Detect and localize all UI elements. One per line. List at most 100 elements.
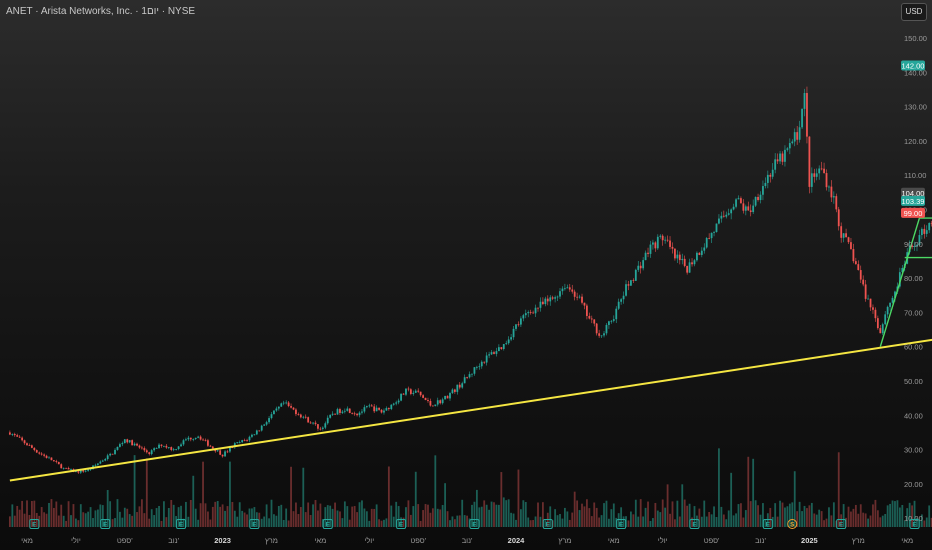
candle: [373, 406, 376, 412]
candle: [727, 213, 730, 215]
candle: [304, 416, 307, 418]
candle: [383, 410, 385, 413]
volume-bar: [517, 469, 520, 527]
x-tick-label: מאי: [21, 536, 33, 545]
candle: [292, 407, 295, 410]
volume-bar: [260, 518, 263, 527]
candle: [524, 313, 527, 316]
price-label-box: [901, 187, 925, 198]
candle: [199, 436, 202, 440]
volume-bar: [757, 505, 759, 527]
candle: [361, 411, 363, 413]
candle: [488, 354, 491, 356]
candle: [52, 460, 55, 462]
currency-button[interactable]: USD: [901, 3, 927, 21]
volume-bar: [84, 513, 87, 527]
volume-bar: [532, 520, 535, 527]
candle: [791, 141, 794, 144]
volume-bar: [270, 499, 273, 527]
volume-bar: [559, 513, 561, 527]
candle: [502, 344, 505, 349]
volume-bar: [737, 504, 740, 527]
volume-bar: [395, 501, 398, 527]
pattern-line-impulse: [879, 217, 921, 347]
candle: [45, 455, 48, 458]
earnings-marker: [396, 519, 407, 529]
candle: [16, 435, 19, 437]
candle: [155, 448, 158, 449]
candle: [329, 414, 332, 418]
candle: [343, 410, 346, 412]
volume-bar: [747, 456, 750, 527]
candle: [18, 436, 21, 438]
event-label: E: [179, 522, 184, 529]
volume-bar: [429, 512, 432, 527]
chart-title: ANET · Arista Networks, Inc. · 1יום · NY…: [6, 6, 196, 17]
candle: [251, 434, 253, 437]
volume-bar: [194, 508, 197, 527]
candle: [84, 470, 87, 472]
volume-bar: [97, 509, 99, 527]
candle: [170, 447, 173, 450]
volume-bar: [774, 503, 777, 527]
volume-bar: [167, 507, 170, 527]
candle: [774, 159, 777, 170]
volume-bar: [453, 519, 456, 527]
volume-bar: [385, 518, 388, 527]
candle: [546, 298, 549, 302]
volume-bar: [62, 515, 65, 527]
volume-bar: [419, 520, 422, 527]
candle: [471, 373, 473, 375]
candle: [121, 443, 124, 445]
candle: [911, 245, 913, 247]
candle: [649, 244, 652, 254]
candle: [75, 471, 77, 473]
candle: [400, 393, 402, 401]
volume-bar: [370, 508, 373, 527]
volume-bar: [26, 500, 28, 527]
candle: [644, 252, 647, 261]
event-label: E: [472, 522, 477, 529]
earnings-marker: [762, 519, 773, 529]
volume-bar: [886, 505, 889, 527]
candle: [776, 159, 779, 162]
candle: [119, 444, 121, 447]
volume-bar: [923, 520, 926, 527]
event-label: E: [399, 522, 404, 529]
candle: [573, 291, 576, 297]
candle: [297, 414, 300, 415]
candle: [141, 447, 143, 449]
volume-bar: [634, 499, 637, 527]
volume-bar: [219, 506, 222, 527]
volume-bar: [326, 505, 329, 527]
volume-bar: [806, 508, 808, 527]
candle: [674, 248, 676, 259]
candle: [346, 408, 349, 411]
volume-bar: [857, 513, 860, 527]
volume-bar: [842, 504, 845, 527]
volume-bar: [764, 519, 767, 527]
earnings-marker: [689, 519, 700, 529]
earnings-marker: [29, 519, 40, 529]
volume-bar: [365, 511, 368, 527]
volume-bar: [229, 461, 231, 527]
candle: [652, 242, 654, 245]
volume-bar: [715, 516, 718, 527]
volume-bar: [781, 502, 784, 527]
candle: [801, 108, 803, 128]
candle: [194, 437, 197, 439]
candle: [317, 424, 319, 429]
volume-bar: [187, 516, 190, 527]
volume-bar: [730, 472, 733, 527]
volume-bar: [603, 503, 605, 527]
volume-bar: [336, 510, 339, 527]
candle: [202, 439, 204, 441]
candle: [744, 206, 747, 211]
candle: [852, 249, 855, 262]
candle: [21, 437, 24, 441]
candle: [519, 318, 522, 325]
volume-bar: [639, 499, 642, 527]
volume-bar: [189, 499, 192, 527]
